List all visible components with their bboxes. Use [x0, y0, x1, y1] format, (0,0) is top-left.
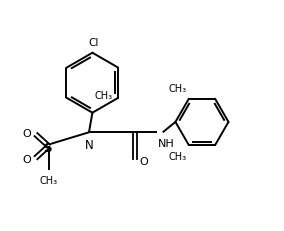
Text: NH: NH: [158, 138, 175, 149]
Text: O: O: [22, 154, 31, 164]
Text: CH₃: CH₃: [168, 151, 186, 161]
Text: O: O: [140, 156, 149, 166]
Text: O: O: [22, 129, 31, 139]
Text: S: S: [43, 141, 52, 154]
Text: CH₃: CH₃: [39, 175, 58, 185]
Text: CH₃: CH₃: [168, 84, 186, 94]
Text: N: N: [85, 138, 93, 151]
Text: Cl: Cl: [88, 38, 99, 48]
Text: CH₃: CH₃: [95, 91, 113, 101]
